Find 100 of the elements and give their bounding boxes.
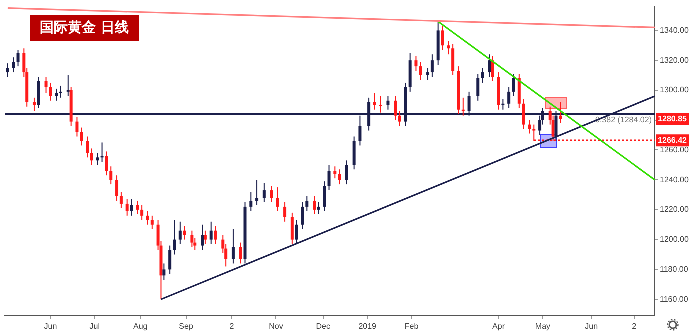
candlestick bbox=[190, 230, 194, 248]
candlestick bbox=[110, 166, 113, 186]
candlestick bbox=[96, 152, 100, 166]
y-tick-label: 1260.00 bbox=[660, 145, 689, 154]
candlestick bbox=[373, 92, 376, 110]
candlestick bbox=[162, 263, 166, 281]
candlestick bbox=[130, 198, 134, 216]
x-tick-label: Jun bbox=[44, 322, 58, 332]
candlestick bbox=[447, 40, 450, 56]
y-tick-label: 1180.00 bbox=[660, 264, 689, 274]
candlestick bbox=[334, 166, 337, 180]
candlestick bbox=[488, 54, 492, 78]
candlestick bbox=[462, 97, 465, 116]
x-tick-label: Nov bbox=[269, 322, 284, 332]
x-tick-label: May bbox=[535, 322, 551, 332]
candlestick bbox=[426, 68, 430, 80]
candlestick bbox=[49, 82, 52, 102]
candlestick bbox=[328, 164, 331, 192]
candlestick bbox=[559, 102, 562, 124]
candlestick bbox=[323, 181, 326, 212]
candlestick bbox=[414, 56, 418, 72]
candlestick bbox=[201, 224, 204, 251]
candlestick bbox=[140, 204, 144, 221]
candlestick bbox=[352, 136, 356, 170]
x-tick-label: Feb bbox=[404, 322, 420, 332]
candlestick bbox=[270, 186, 274, 203]
candlestick bbox=[250, 192, 253, 212]
y-tick-label: 1160.00 bbox=[660, 294, 689, 304]
candlestick bbox=[313, 196, 316, 215]
candlestick bbox=[481, 68, 484, 84]
candlestick bbox=[306, 196, 309, 212]
candlestick bbox=[178, 221, 182, 245]
candlestick bbox=[338, 169, 342, 186]
candlestick bbox=[394, 96, 398, 121]
candlestick bbox=[398, 110, 402, 127]
candlestick bbox=[136, 200, 140, 215]
y-tick-label: 1240.00 bbox=[660, 175, 689, 184]
candlestick bbox=[284, 202, 287, 222]
candlestick bbox=[452, 44, 455, 76]
y-tick-label: 1220.00 bbox=[660, 205, 689, 214]
candlestick bbox=[126, 198, 129, 216]
candlestick bbox=[317, 202, 320, 215]
x-tick-label: Dec bbox=[316, 322, 330, 332]
candlestick bbox=[37, 76, 40, 109]
candlestick bbox=[295, 220, 298, 245]
candlestick bbox=[204, 230, 207, 245]
candlestick bbox=[528, 120, 532, 134]
candlestick bbox=[80, 127, 84, 146]
candlestick bbox=[239, 242, 242, 264]
x-tick-label: 2 bbox=[230, 322, 235, 332]
candlestick bbox=[105, 151, 108, 176]
candlestick bbox=[419, 62, 422, 80]
candlestick bbox=[522, 98, 526, 130]
candlestick bbox=[66, 75, 70, 97]
text: 国际黄金 日线 bbox=[30, 15, 139, 41]
candlestick bbox=[290, 212, 294, 245]
candlestick bbox=[276, 187, 280, 212]
y-tick-label: 1300.00 bbox=[660, 86, 689, 95]
candlestick bbox=[32, 97, 36, 112]
x-tick-label: Apr bbox=[492, 322, 506, 332]
candlestick bbox=[55, 88, 58, 102]
candlestick bbox=[301, 202, 304, 230]
x-tick-label: Aug bbox=[133, 322, 148, 332]
candlestick bbox=[379, 96, 382, 114]
candlestick bbox=[100, 142, 104, 163]
candlestick bbox=[508, 86, 511, 109]
candlestick bbox=[150, 215, 154, 230]
candlestick bbox=[44, 76, 48, 94]
candlestick bbox=[430, 54, 434, 78]
candlestick bbox=[86, 136, 90, 158]
candlestick bbox=[512, 74, 516, 97]
candlestick bbox=[12, 57, 16, 74]
candlestick bbox=[120, 192, 123, 209]
candlestick bbox=[256, 180, 259, 206]
candlestick bbox=[232, 228, 235, 264]
x-tick-label: 2019 bbox=[358, 322, 378, 332]
y-tick-label: 1320.00 bbox=[660, 56, 689, 65]
candlestick bbox=[345, 160, 348, 186]
candlestick bbox=[16, 50, 20, 68]
candlestick bbox=[173, 220, 176, 256]
candlestick bbox=[146, 210, 150, 226]
candlestick bbox=[168, 245, 172, 275]
candlestick bbox=[441, 26, 444, 51]
annotation: 1280.85 bbox=[658, 114, 688, 124]
annotation: 1266.42 bbox=[658, 136, 688, 145]
candlestick bbox=[76, 116, 79, 138]
candlestick bbox=[90, 148, 94, 166]
x-tick-label: 2 bbox=[632, 322, 638, 332]
candlestick bbox=[210, 221, 213, 245]
candlestick bbox=[6, 63, 10, 78]
candlestick bbox=[262, 182, 266, 203]
x-tick-label: Jul bbox=[90, 322, 100, 332]
candlestick bbox=[60, 85, 63, 98]
candlestick bbox=[502, 98, 505, 110]
x-tick-label: Sep bbox=[179, 322, 194, 332]
candlestick bbox=[116, 175, 119, 202]
x-tick-label: Jun bbox=[585, 322, 598, 332]
candlestick bbox=[386, 96, 390, 110]
candlestick bbox=[183, 226, 186, 240]
candlestick bbox=[476, 74, 480, 102]
